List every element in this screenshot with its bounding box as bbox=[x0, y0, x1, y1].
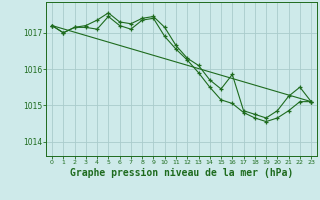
X-axis label: Graphe pression niveau de la mer (hPa): Graphe pression niveau de la mer (hPa) bbox=[70, 168, 293, 178]
